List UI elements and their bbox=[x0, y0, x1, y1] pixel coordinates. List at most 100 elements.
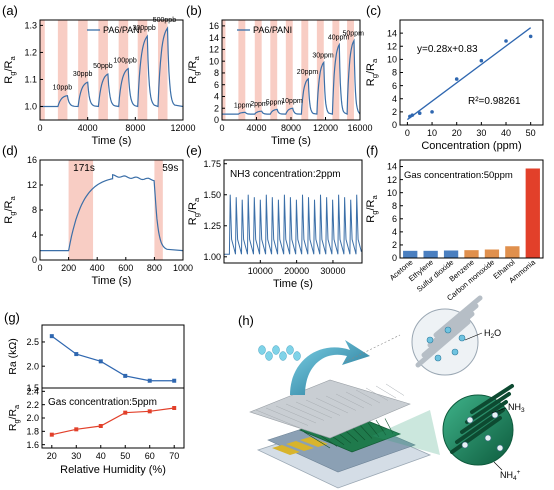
panel-label: (e) bbox=[186, 143, 202, 158]
peak-label: 20ppm bbox=[297, 69, 319, 76]
nanofiber-strand bbox=[265, 407, 309, 426]
y-axis-label-part: /R bbox=[365, 199, 377, 210]
pani-fiber bbox=[303, 431, 331, 449]
shaded-region bbox=[238, 20, 246, 120]
bar bbox=[505, 246, 520, 258]
shaded-region bbox=[57, 20, 68, 120]
nanofiber-strand bbox=[255, 409, 301, 429]
y-axis-label-part: a bbox=[12, 404, 21, 409]
nanofiber-strand bbox=[325, 395, 357, 411]
y-axis-label-part: R bbox=[187, 217, 199, 225]
response-marker bbox=[49, 432, 54, 437]
ammonium-label: NH4+ bbox=[500, 469, 521, 482]
peak-label: 100ppb bbox=[113, 58, 136, 65]
y-axis-label-part: g bbox=[192, 72, 201, 76]
x-tick-label: 0 bbox=[37, 123, 42, 133]
y-axis-label-part: R bbox=[365, 78, 377, 86]
x-tick-label: 12000 bbox=[170, 123, 195, 133]
x-axis-label: Concentration (ppm) bbox=[421, 140, 521, 152]
y-axis-label-part: R bbox=[3, 216, 15, 224]
shaded-region bbox=[118, 20, 129, 120]
bar bbox=[423, 250, 438, 258]
x-tick-label: 10000 bbox=[248, 266, 273, 276]
y-tick-label: 4 bbox=[214, 92, 219, 102]
y-axis-label-part: g bbox=[370, 74, 379, 78]
y-tick-label: 1.25 bbox=[203, 221, 221, 231]
shaded-region bbox=[285, 20, 293, 120]
peak-label: 500ppb bbox=[153, 17, 176, 24]
ammonia-molecule bbox=[484, 434, 492, 442]
y-axis-label: Rg/Ra bbox=[7, 404, 21, 431]
data-point bbox=[410, 113, 415, 117]
air-flow-arrow bbox=[290, 340, 370, 395]
data-point bbox=[454, 77, 459, 81]
shaded-region bbox=[78, 20, 88, 120]
ammonia-pointer bbox=[491, 407, 507, 414]
water-droplet bbox=[272, 345, 280, 355]
y-tick-label: 8 bbox=[392, 201, 397, 211]
water-label-part: H bbox=[484, 328, 491, 338]
nanofiber-strand bbox=[335, 393, 365, 409]
y-axis-label-part: /R bbox=[7, 409, 19, 420]
y-axis-label-top: Ra (kΩ) bbox=[7, 338, 19, 374]
panel-e: 10000 20000 30000 1.00 1.25 1.50 1.75 NH3 conce… bbox=[187, 159, 363, 290]
peak-label: 300ppb bbox=[132, 25, 155, 32]
y-tick-label: 2 bbox=[392, 240, 397, 250]
resistance-marker bbox=[172, 378, 177, 383]
data-point bbox=[417, 111, 422, 115]
bar bbox=[525, 168, 540, 258]
ammonia-label: NH3 bbox=[508, 402, 525, 414]
y-axis-label: Rg/Ra bbox=[3, 196, 17, 224]
y-axis-label-part: R bbox=[7, 423, 19, 431]
y-axis-label: Rg/Ra bbox=[365, 195, 379, 223]
x-tick-label: 0 bbox=[219, 123, 224, 133]
x-tick-label: 30 bbox=[71, 451, 81, 461]
shaded-region bbox=[301, 20, 309, 120]
y-tick-label: 2.5 bbox=[26, 337, 39, 347]
fit-line bbox=[407, 27, 532, 121]
y-tick-label: 16 bbox=[27, 155, 37, 165]
peak-label: 5ppm bbox=[266, 99, 284, 106]
panel-c: 0 10 20 30 40 50 0 2 4 6 8 10 12 14 y=0.28x+0.83 R²=0.9… bbox=[365, 19, 544, 152]
gas-concentration-label: NH3 concentration:2ppm bbox=[230, 169, 341, 180]
resistance-marker bbox=[147, 378, 152, 383]
plot-frame bbox=[39, 19, 184, 121]
y-tick-label: 14 bbox=[387, 28, 397, 38]
y-tick-label: 14 bbox=[387, 162, 397, 172]
legend-label: PA6/PANI bbox=[103, 25, 142, 35]
water-molecule bbox=[451, 348, 459, 356]
water-droplet bbox=[258, 345, 266, 355]
y-axis-label-part: a bbox=[370, 195, 379, 200]
response-marker bbox=[74, 427, 79, 432]
x-tick-label: 8000 bbox=[281, 123, 301, 133]
response-marker bbox=[147, 409, 152, 414]
fiber-rod bbox=[421, 311, 475, 358]
x-tick-label: 1000 bbox=[173, 263, 193, 273]
x-tick-label: 8000 bbox=[125, 123, 145, 133]
data-point bbox=[528, 34, 533, 39]
peak-label: 50ppm bbox=[343, 31, 365, 38]
y-tick-label: 4 bbox=[392, 227, 397, 237]
y-tick-label: 8 bbox=[32, 205, 37, 215]
pani-rod bbox=[450, 416, 502, 454]
peak-label: 10ppm bbox=[281, 98, 303, 105]
electrode bbox=[286, 441, 314, 451]
x-tick-label: 800 bbox=[147, 263, 162, 273]
y-axis-label-part: a bbox=[370, 58, 379, 63]
pani-fiber bbox=[384, 418, 394, 434]
y-tick-label: 0 bbox=[392, 120, 397, 130]
x-tick-label: 10 bbox=[427, 128, 437, 138]
y-tick-label: 14 bbox=[209, 33, 219, 43]
water-droplet bbox=[265, 351, 273, 361]
x-axis-label: Time (s) bbox=[92, 135, 132, 147]
water-droplet bbox=[279, 351, 287, 361]
x-tick-label: 200 bbox=[61, 263, 76, 273]
water-molecule bbox=[444, 326, 452, 334]
panel-d: 0 200 400 600 800 1000 0 4 8 12 16 171s 59s Time (s) R… bbox=[3, 155, 193, 287]
y-tick-label: 1.5 bbox=[26, 383, 39, 393]
y-axis-label-part: /R bbox=[187, 60, 199, 71]
y-tick-label: 10 bbox=[387, 188, 397, 198]
x-axis-label: Time (s) bbox=[92, 275, 132, 287]
shaded-region bbox=[270, 20, 278, 120]
